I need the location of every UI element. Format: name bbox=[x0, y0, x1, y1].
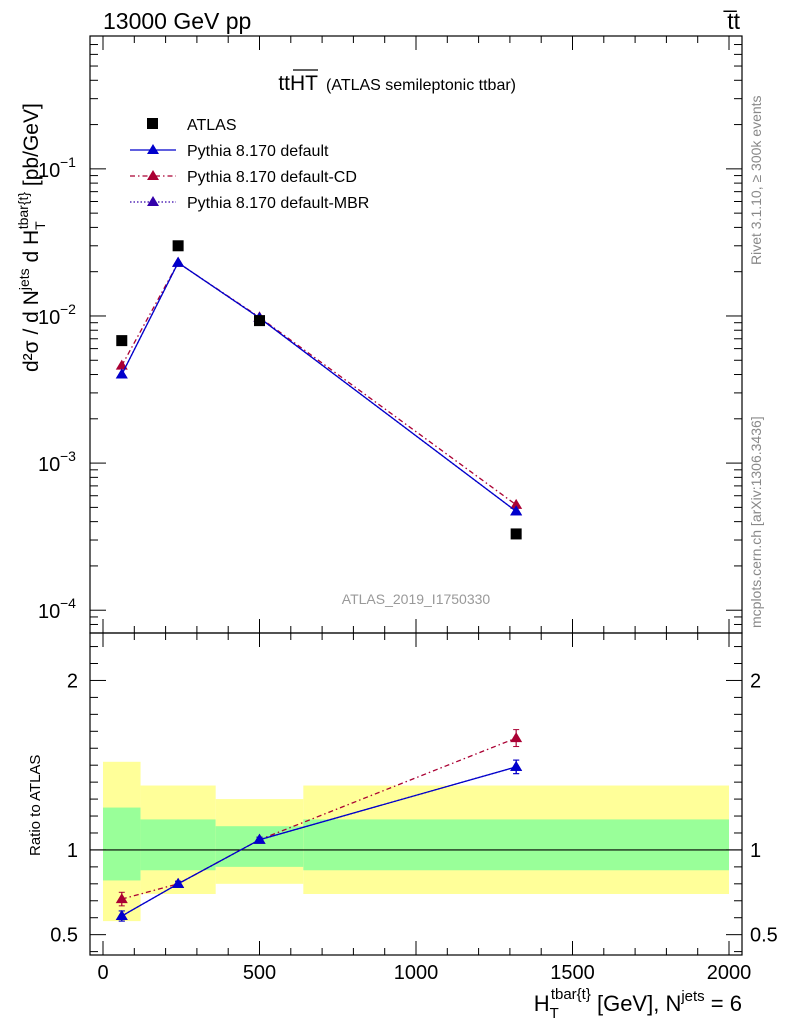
main-y-axis-label: d²σ / d Njets d HTtbar{t} [pb/GeV] bbox=[15, 103, 48, 372]
main-point-default bbox=[510, 505, 523, 516]
main-point-atlas bbox=[116, 335, 128, 347]
header-process: t̅t bbox=[723, 8, 740, 34]
main-point-default bbox=[172, 256, 185, 267]
main-point-cd bbox=[510, 498, 523, 509]
main-y-tick-exponent: −2 bbox=[60, 301, 76, 317]
ratio-y-tick-label-right: 0.5 bbox=[750, 925, 778, 947]
ratio-band-inner bbox=[303, 819, 729, 871]
x-tick-label: 500 bbox=[243, 962, 276, 984]
analysis-watermark: ATLAS_2019_I1750330 bbox=[342, 591, 491, 607]
ratio-point-default bbox=[253, 833, 266, 844]
ratio-band-inner bbox=[215, 826, 304, 867]
side-label-rivet: Rivet 3.1.10, ≥ 300k events bbox=[748, 95, 764, 265]
ratio-y-tick-label-right: 2 bbox=[750, 670, 761, 692]
x-tick-label: 1000 bbox=[394, 962, 439, 984]
legend-marker-mbr bbox=[147, 196, 159, 206]
ratio-point-default bbox=[172, 877, 185, 888]
side-label-mcplots: mcplots.cern.ch [arXiv:1306.3436] bbox=[748, 416, 764, 628]
ratio-line-default bbox=[121, 766, 517, 917]
x-ticks: 0 500 1000 1500 2000 bbox=[97, 36, 751, 984]
legend-label-default: Pythia 8.170 default bbox=[187, 143, 329, 160]
main-line-cd bbox=[121, 261, 517, 506]
legend-marker-atlas bbox=[147, 118, 158, 129]
ratio-band-inner bbox=[103, 807, 141, 881]
main-point-cd bbox=[115, 359, 128, 370]
ratio-y-ticks: 0.5 0.5 1 1 2 2 bbox=[50, 646, 778, 953]
main-y-tick-label: 10 bbox=[38, 307, 60, 329]
main-series bbox=[115, 240, 523, 540]
legend: ATLAS Pythia 8.170 default Pythia 8.170 … bbox=[130, 117, 369, 212]
plot-title-main: ttHT bbox=[278, 72, 318, 95]
ratio-point-default bbox=[115, 910, 128, 921]
x-tick-label: 0 bbox=[97, 962, 108, 984]
ratio-point-cd bbox=[115, 893, 128, 904]
header-energy: 13000 GeV pp bbox=[103, 8, 251, 34]
main-y-tick-exponent: −1 bbox=[60, 154, 76, 170]
main-line-default bbox=[121, 261, 517, 512]
ratio-point-cd bbox=[510, 732, 523, 743]
main-point-default bbox=[115, 368, 128, 379]
ratio-series bbox=[115, 729, 523, 922]
main-point-atlas bbox=[254, 315, 265, 327]
legend-label-mbr: Pythia 8.170 default-MBR bbox=[187, 195, 369, 212]
main-y-ticks: 10−110−210−310−4 bbox=[38, 35, 742, 634]
legend-label-atlas: ATLAS bbox=[187, 117, 237, 134]
main-y-tick-exponent: −3 bbox=[60, 448, 76, 464]
ratio-y-tick-label-left: 1 bbox=[67, 840, 78, 862]
ratio-y-tick-label-left: 2 bbox=[67, 670, 78, 692]
main-y-tick-exponent: −4 bbox=[60, 595, 76, 611]
plot-title: ttHT (ATLAS semileptonic ttbar) bbox=[278, 69, 516, 95]
ratio-y-tick-label-left: 0.5 bbox=[50, 925, 78, 947]
main-line-mbr bbox=[121, 261, 517, 512]
ratio-band-inner bbox=[140, 819, 216, 871]
main-point-atlas bbox=[172, 240, 184, 252]
ratio-y-axis-label: Ratio to ATLAS bbox=[27, 755, 44, 856]
main-y-tick-label: 10 bbox=[38, 160, 60, 182]
legend-marker-default bbox=[147, 144, 159, 154]
main-y-tick-label: 10 bbox=[38, 601, 60, 623]
x-axis-label: HTtbar{t} [GeV], Njets = 6 bbox=[534, 986, 742, 1022]
x-tick-label: 2000 bbox=[707, 962, 752, 984]
plot-title-sub: (ATLAS semileptonic ttbar) bbox=[326, 77, 516, 94]
main-point-atlas bbox=[510, 528, 522, 540]
main-y-tick-label: 10 bbox=[38, 454, 60, 476]
ratio-y-tick-label-right: 1 bbox=[750, 840, 761, 862]
ratio-bands bbox=[103, 761, 729, 922]
x-tick-label: 1500 bbox=[550, 962, 595, 984]
ratio-point-default bbox=[510, 760, 523, 771]
legend-label-cd: Pythia 8.170 default-CD bbox=[187, 169, 357, 186]
legend-marker-cd bbox=[147, 170, 159, 180]
